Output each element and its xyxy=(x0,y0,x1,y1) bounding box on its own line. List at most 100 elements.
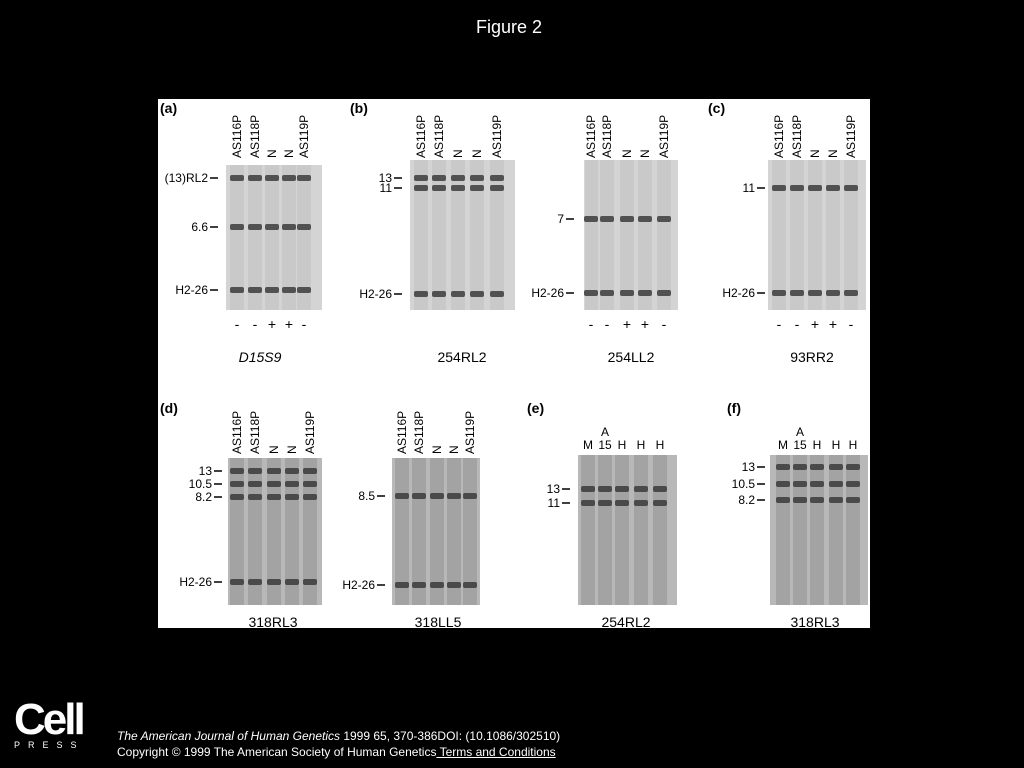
lane xyxy=(638,160,652,310)
band xyxy=(414,291,428,297)
journal: The American Journal of Human Genetics xyxy=(117,729,340,743)
lane-label: 15 xyxy=(598,438,612,452)
band xyxy=(395,493,409,499)
band xyxy=(303,494,317,500)
band xyxy=(248,175,262,181)
citation: 1999 65, 370-386DOI: (10.1086/302510) xyxy=(340,729,561,743)
lane xyxy=(829,455,843,605)
lane xyxy=(490,160,504,310)
logo-subtext: PRESS xyxy=(14,740,85,750)
lane-label: AS116P xyxy=(584,115,598,158)
marker-label: 13 xyxy=(547,482,561,496)
lane-label: AS118P xyxy=(600,115,614,158)
band xyxy=(776,497,790,503)
lane xyxy=(620,160,634,310)
probe-label: D15S9 xyxy=(239,349,282,365)
band xyxy=(430,493,444,499)
marker-label: H2-26 xyxy=(342,578,375,592)
band xyxy=(285,494,299,500)
lane xyxy=(248,165,262,310)
probe-label: 318RL3 xyxy=(248,614,297,630)
band xyxy=(412,582,426,588)
lane-label: AS119P xyxy=(844,115,858,158)
band xyxy=(653,486,667,492)
band xyxy=(810,481,824,487)
band xyxy=(772,185,786,191)
band xyxy=(470,185,484,191)
marker-label: 6.6 xyxy=(191,220,208,234)
band xyxy=(463,493,477,499)
lane-label: N xyxy=(808,149,822,158)
marker-label: 10.5 xyxy=(189,477,213,491)
band xyxy=(790,290,804,296)
lane-label: H xyxy=(849,438,858,452)
lane xyxy=(793,455,807,605)
lane-sign: - xyxy=(302,316,307,332)
band xyxy=(620,290,634,296)
lane xyxy=(776,455,790,605)
lane-label: H xyxy=(618,438,627,452)
marker-label: H2-26 xyxy=(179,575,212,589)
lane-sign: - xyxy=(253,316,258,332)
marker-label: 8.2 xyxy=(738,493,755,507)
lane-label: M xyxy=(778,438,788,452)
logo: Cell PRESS xyxy=(14,695,86,751)
lane xyxy=(451,160,465,310)
logo-text: Cell xyxy=(14,695,86,744)
lane-sign: - xyxy=(795,316,800,332)
probe-label: 254RL2 xyxy=(601,614,650,630)
band xyxy=(793,481,807,487)
band xyxy=(846,464,860,470)
lane-label: AS119P xyxy=(297,115,311,158)
band xyxy=(846,481,860,487)
band xyxy=(470,175,484,181)
band xyxy=(808,185,822,191)
lane-sign: - xyxy=(605,316,610,332)
lane-label: H xyxy=(813,438,822,452)
lane xyxy=(826,160,840,310)
band xyxy=(584,216,598,222)
band xyxy=(772,290,786,296)
lane-label: AS116P xyxy=(414,115,428,158)
lane-sign: - xyxy=(777,316,782,332)
lane-label: AS118P xyxy=(412,411,426,454)
band xyxy=(638,216,652,222)
band xyxy=(265,224,279,230)
band xyxy=(248,579,262,585)
lane xyxy=(844,160,858,310)
band xyxy=(447,493,461,499)
band xyxy=(653,500,667,506)
band xyxy=(451,185,465,191)
lane-label: 15 xyxy=(793,438,807,452)
lane-label: N xyxy=(826,149,840,158)
lane xyxy=(265,165,279,310)
lane xyxy=(772,160,786,310)
lane-label: AS116P xyxy=(230,411,244,454)
slide-title: Figure 2 xyxy=(476,17,542,37)
band xyxy=(285,468,299,474)
terms-link[interactable]: Terms and Conditions xyxy=(436,745,556,759)
marker-label: 10.5 xyxy=(732,477,756,491)
lane-label: N xyxy=(267,445,281,454)
probe-label: 93RR2 xyxy=(790,349,834,365)
lane-label: AS118P xyxy=(432,115,446,158)
band xyxy=(267,481,281,487)
marker-label: (13)RL2 xyxy=(165,171,209,185)
band xyxy=(808,290,822,296)
band xyxy=(826,185,840,191)
lane-label: H xyxy=(832,438,841,452)
lane xyxy=(230,165,244,310)
band xyxy=(844,290,858,296)
band xyxy=(267,468,281,474)
band xyxy=(490,175,504,181)
band xyxy=(634,500,648,506)
band xyxy=(634,486,648,492)
band xyxy=(846,497,860,503)
band xyxy=(248,287,262,293)
band xyxy=(598,500,612,506)
lane-label: N xyxy=(265,149,279,158)
lane xyxy=(657,160,671,310)
lane xyxy=(634,455,648,605)
probe-label: 254LL2 xyxy=(608,349,655,365)
band xyxy=(826,290,840,296)
